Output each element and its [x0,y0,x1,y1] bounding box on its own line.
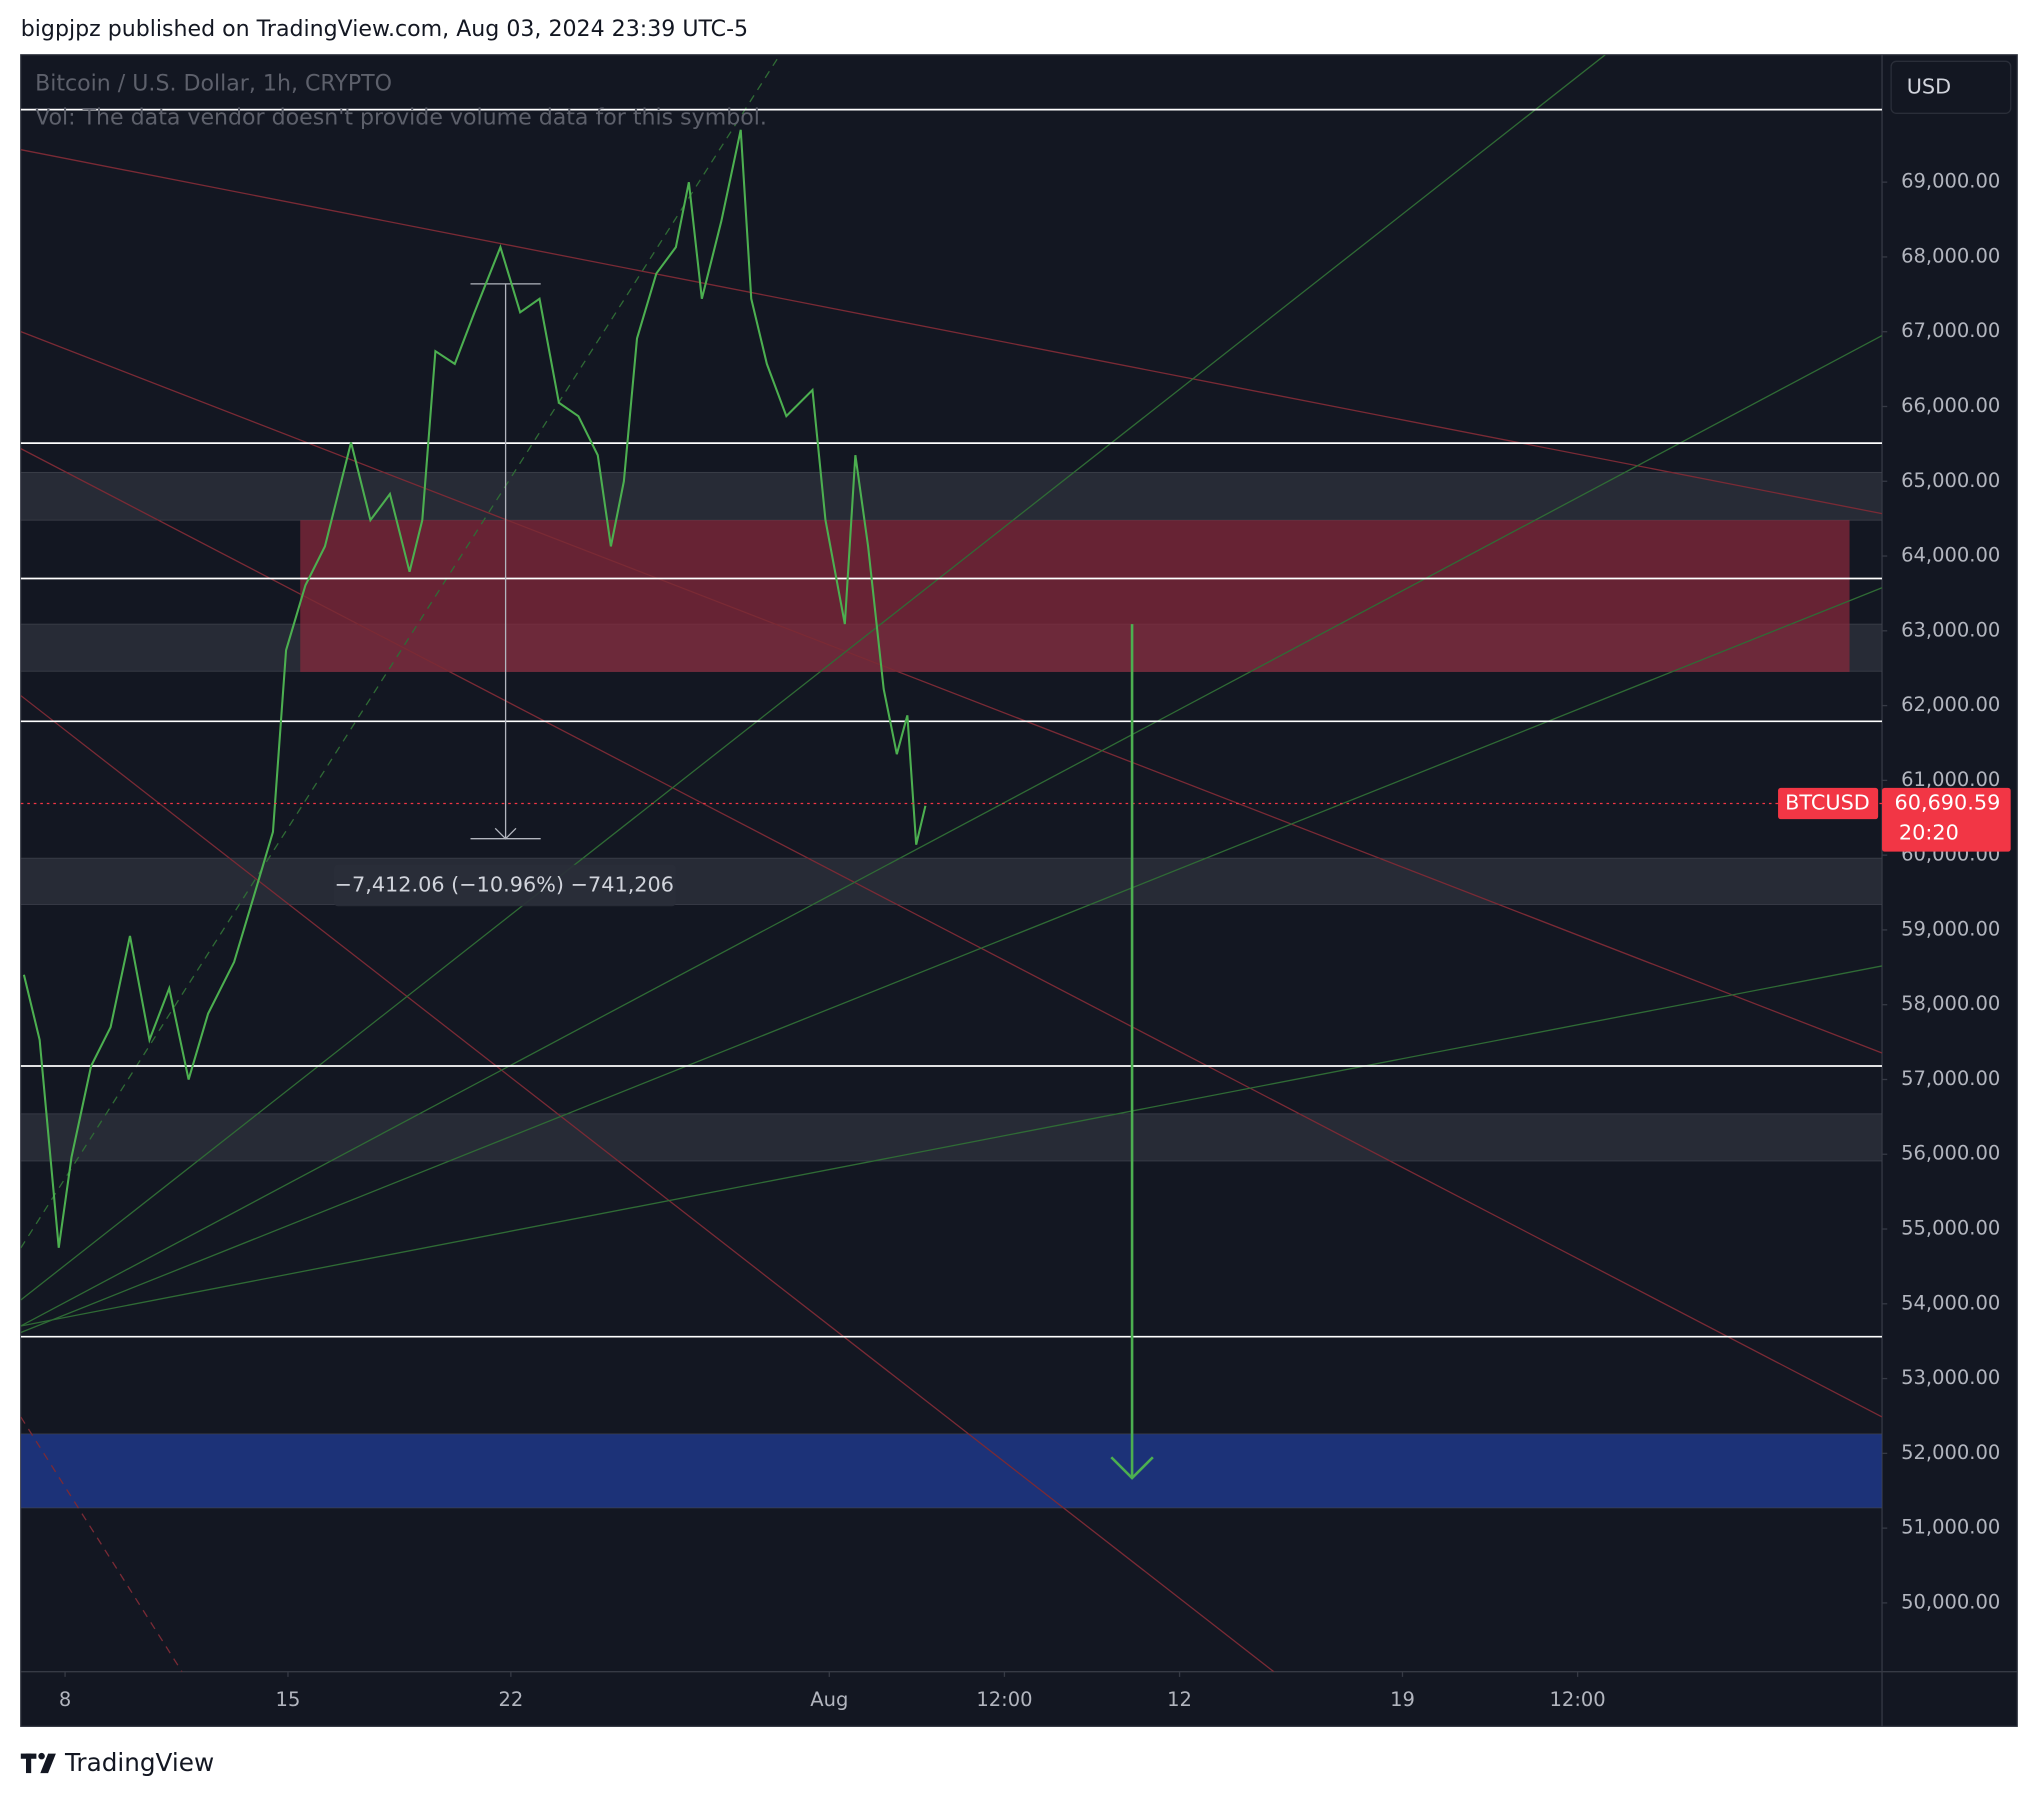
plot [20,129,1883,1248]
symbol-badge [1778,787,1879,820]
trend-line [20,54,781,1249]
trend-lines [20,54,1883,1672]
y-tick-label: 62,000.00 [1901,693,2000,716]
trend-line [20,331,1883,1054]
y-tick-label: 52,000.00 [1901,1441,2000,1464]
currency-label[interactable]: USD [1907,74,1951,98]
measure-arrow [494,827,517,840]
trend-line [20,54,1606,1301]
zone [20,1113,1883,1162]
x-tick-label: 12:00 [1550,1688,1606,1711]
y-tick-label: 51,000.00 [1901,1516,2000,1539]
y-tick-label: 68,000.00 [1901,244,2000,267]
trend-line [20,334,1883,1327]
y-tick-label: 63,000.00 [1901,618,2000,641]
arrow-head [1110,1456,1154,1480]
countdown-label: 20:20 [1899,820,1959,844]
legend-subtitle: Vol: The data vendor doesn't provide vol… [35,105,767,131]
measure-label: −7,412.06 (−10.96%) −741,206 [335,872,674,896]
x-tick-label: 15 [276,1688,301,1711]
y-tick-label: 50,000.00 [1901,1590,2000,1613]
measure-box [334,864,676,907]
zone [20,1433,1883,1509]
y-tick-label: 55,000.00 [1901,1217,2000,1240]
currency-button[interactable] [1890,60,2012,114]
zone [20,471,1883,521]
y-tick-label: 64,000.00 [1901,544,2000,567]
x-tick-label: 19 [1390,1688,1415,1711]
trend-line [20,587,1883,1334]
header: bigpjpz published on TradingView.com, Au… [21,16,748,42]
brand-logo [20,1752,56,1774]
levels [20,108,1883,1338]
y-tick-label: 57,000.00 [1901,1067,2000,1090]
zones [20,471,1883,1509]
y-tick-label: 54,000.00 [1901,1291,2000,1314]
y-tick-label: 65,000.00 [1901,469,2000,492]
target-arrow [1110,624,1154,1480]
trend-line [20,695,1275,1672]
y-tick-label: 67,000.00 [1901,319,2000,342]
logo-part [40,1753,56,1774]
zone [20,857,1883,905]
brand: TradingView [64,1748,214,1777]
trend-line [20,1416,183,1672]
y-tick-label: 53,000.00 [1901,1366,2000,1389]
axes: 50,000.00 51,000.00 52,000.00 53,000.00 54,0… [59,170,2000,1711]
x-tick-label: 22 [498,1688,523,1711]
price-badge [1882,787,2011,852]
y-tick-label: 66,000.00 [1901,394,2000,417]
price-label: 60,690.59 [1895,791,2001,815]
x-tick-label: 12 [1167,1688,1192,1711]
y-tick-label: 69,000.00 [1901,170,2000,193]
logo-part [38,1752,45,1760]
y-tick-label: 56,000.00 [1901,1142,2000,1165]
x-tick-label: 8 [59,1688,71,1711]
y-tick-label: 59,000.00 [1901,917,2000,940]
symbol-label: BTCUSD [1785,791,1870,815]
zone [300,520,1850,672]
y-tick-label: 61,000.00 [1901,768,2000,791]
trend-line [20,965,1883,1327]
price-line [22,129,927,1248]
logo-part [25,1753,32,1774]
y-tick-label: 58,000.00 [1901,992,2000,1015]
x-tick-label: Aug [810,1688,848,1711]
trend-line [20,149,1883,515]
legend-title: Bitcoin / U.S. Dollar, 1h, CRYPTO [35,71,392,97]
trend-line [20,448,1883,1418]
x-tick-label: 12:00 [976,1688,1032,1711]
